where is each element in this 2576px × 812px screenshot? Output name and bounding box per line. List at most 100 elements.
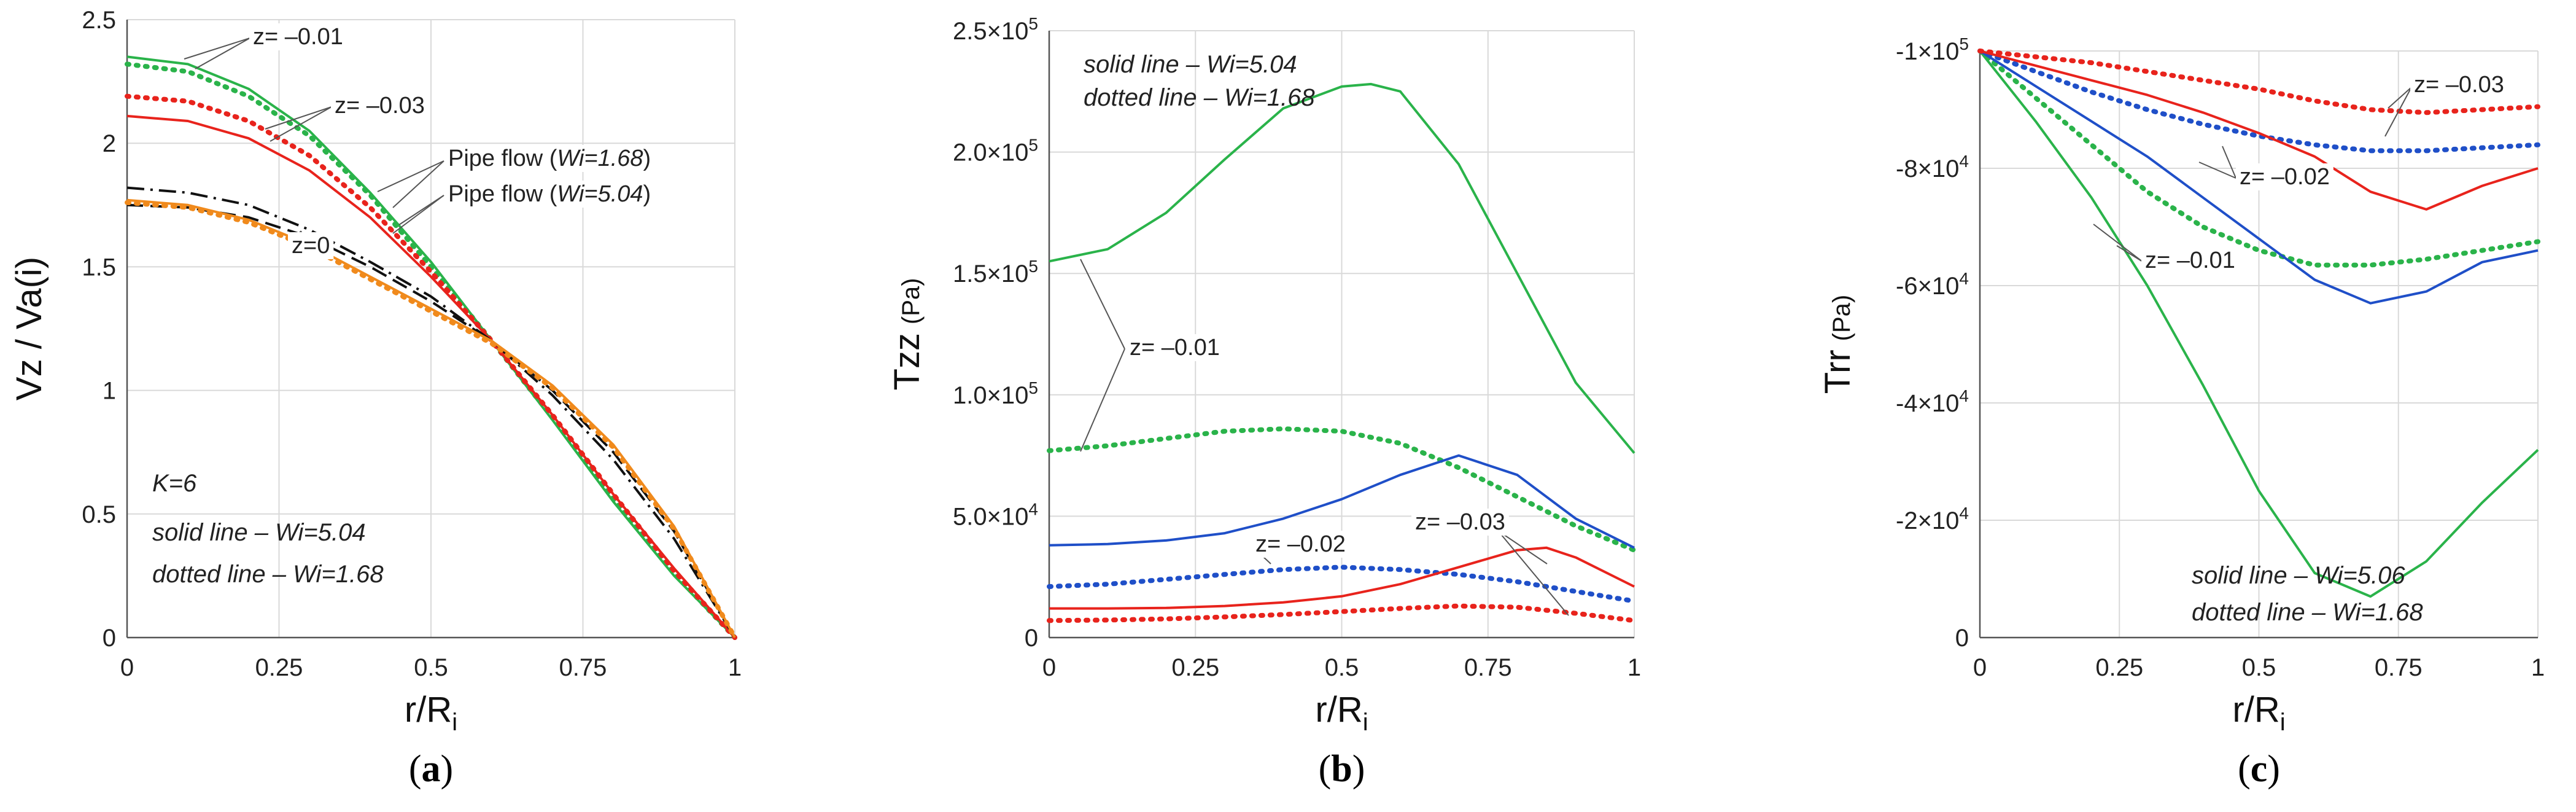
curve-label-bg <box>2141 247 2239 274</box>
curve-label: z= –0.03 <box>335 93 425 119</box>
series-line-1 <box>1049 82 1635 454</box>
curve-label: z= –0.03 <box>2414 72 2504 98</box>
curve-label-bg <box>1411 509 1509 536</box>
annotation-text: K=6 <box>152 470 197 497</box>
panel-label: (c) <box>2238 748 2280 790</box>
annotation-text: solid line – Wi=5.06 <box>2192 562 2405 589</box>
series-line-5 <box>1049 546 1635 610</box>
curve-label-bg <box>249 23 347 50</box>
curve-label: z= –0.02 <box>1255 531 1346 557</box>
series-line-4 <box>1977 49 2540 154</box>
y-tick-label: 0 <box>1955 625 1969 652</box>
y-tick-label: 1.5×105 <box>953 257 1038 287</box>
leader-line <box>1497 530 1569 616</box>
y-tick-label: 1.0×105 <box>953 378 1038 409</box>
curve-label: Pipe flow (Wi=1.68) <box>448 146 651 171</box>
annotation-text: dotted line – Wi=1.68 <box>2192 599 2423 626</box>
leader-line <box>195 37 250 69</box>
x-axis-title: r/Ri <box>2232 690 2285 736</box>
leader-line <box>2093 224 2143 262</box>
y-tick-label: 0 <box>103 625 116 652</box>
panel-label: (a) <box>409 748 453 790</box>
x-tick-label: 0 <box>120 654 134 681</box>
leader-line <box>1080 348 1125 452</box>
series-line-6 <box>1047 603 1637 623</box>
series-line-6 <box>1977 49 2540 115</box>
leader-line <box>2116 245 2143 262</box>
panel-label: (b) <box>1319 748 1365 790</box>
series-line-4 <box>1047 564 1637 604</box>
y-axis-title: Vz / Va(i) <box>9 257 49 400</box>
leader-line <box>2222 146 2237 179</box>
annotation-text: dotted line – Wi=1.68 <box>1084 84 1315 111</box>
y-tick-label: -8×104 <box>1896 152 1969 182</box>
series-line-4 <box>125 93 737 640</box>
curve-label: z= –0.02 <box>2240 164 2330 190</box>
curve-label-bg <box>2236 163 2334 190</box>
x-tick-label: 0.75 <box>2375 654 2423 681</box>
series-line-2 <box>1977 49 2540 268</box>
y-tick-label: 0 <box>1025 625 1038 652</box>
series-line-3 <box>1049 454 1635 549</box>
x-tick-label: 0.25 <box>1171 654 1219 681</box>
x-axis-title: r/Ri <box>405 690 457 736</box>
y-tick-label: -2×104 <box>1896 504 1969 534</box>
x-tick-label: 0.5 <box>2242 654 2276 681</box>
x-tick-label: 0.75 <box>1464 654 1512 681</box>
x-tick-label: 0.5 <box>414 654 448 681</box>
annotation-text: dotted line – Wi=1.68 <box>152 561 384 588</box>
panel-a: 0 0.5 1 1.5 2 2.5 0 0.25 0.5 0.75 1 r/Ri Vz / Va(i) K… <box>9 7 742 790</box>
y-tick-label: 2 <box>103 130 116 157</box>
series-line-5 <box>126 186 736 639</box>
curve-label: z= –0.01 <box>253 24 343 50</box>
x-tick-label: 0.75 <box>559 654 607 681</box>
y-tick-label: 0.5 <box>82 501 116 528</box>
curve-label-bg <box>1126 334 1224 361</box>
leader-line <box>265 106 332 130</box>
leader-line <box>392 160 444 208</box>
curve-label-bg <box>444 181 655 208</box>
curve-label: z= –0.01 <box>1130 335 1220 361</box>
x-tick-label: 0 <box>1973 654 1987 681</box>
x-tick-label: 1 <box>1627 654 1641 681</box>
annotation-text: solid line – Wi=5.04 <box>152 519 366 546</box>
series-line-8 <box>125 200 737 640</box>
y-tick-label: 5.0×104 <box>953 499 1038 530</box>
leader-line <box>392 195 444 234</box>
curve-label: Pipe flow (Wi=5.04) <box>448 181 651 207</box>
leader-line <box>184 37 250 60</box>
leader-line <box>270 106 332 142</box>
y-tick-label: -4×104 <box>1896 386 1969 417</box>
leader-line <box>2198 162 2237 179</box>
x-tick-label: 1 <box>728 654 742 681</box>
series-line-2 <box>125 61 737 640</box>
y-tick-label: -1×105 <box>1896 34 1969 65</box>
leader-line <box>377 160 444 192</box>
series-line-1 <box>1979 50 2539 598</box>
curve-label-bg <box>331 92 429 119</box>
x-tick-label: 0.5 <box>1325 654 1359 681</box>
leader-line <box>1497 530 1548 564</box>
y-tick-label: -6×104 <box>1896 269 1969 300</box>
series-line-5 <box>1979 50 2539 211</box>
y-tick-label: 2.0×105 <box>953 136 1038 166</box>
y-axis-title: Tzz(Pa) <box>887 278 927 390</box>
curve-label-bg <box>288 232 334 259</box>
curve-label: z= –0.01 <box>2145 248 2235 273</box>
curve-label-bg <box>2410 71 2508 98</box>
annotation-text: solid line – Wi=5.04 <box>1084 51 1297 78</box>
curve-label-bg <box>444 145 655 172</box>
series-line-2 <box>1047 426 1637 553</box>
panel-c: 0 -2×104 -4×104 -6×104 -8×104 -1×105 0 0.25 0.5 0… <box>1818 34 2545 790</box>
y-tick-label: 2.5×105 <box>953 14 1038 45</box>
x-tick-label: 1 <box>2531 654 2545 681</box>
curve-label: z=0 <box>292 233 330 259</box>
x-tick-label: 0 <box>1042 654 1056 681</box>
x-tick-label: 0.25 <box>2095 654 2143 681</box>
series-line-3 <box>1979 50 2539 305</box>
y-tick-label: 1 <box>103 378 116 405</box>
x-axis-title: r/Ri <box>1315 690 1368 736</box>
leader-line <box>2388 87 2412 109</box>
